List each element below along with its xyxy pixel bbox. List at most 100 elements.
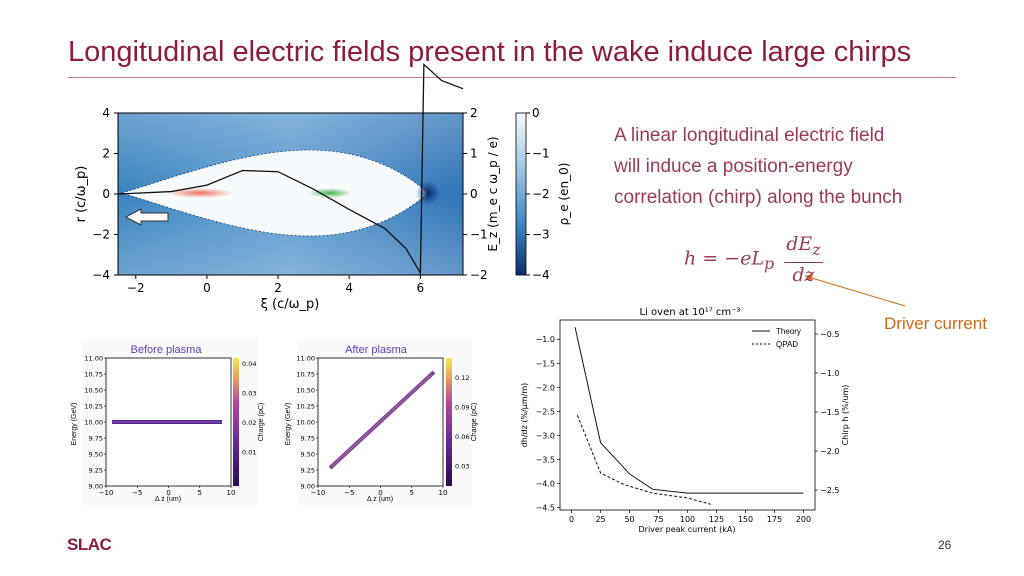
formula-lhs: h = −eL [684,247,765,270]
after-x-tick-label: 0 [378,489,382,497]
after-colorbar [446,358,452,486]
chirp-y-tick-label: −1.5 [536,359,555,368]
after-x-tick-label: −5 [344,489,354,497]
before-x-tick-label: 0 [166,489,170,497]
slide-title: Longitudinal electric fields present in … [68,36,912,68]
series-theory-line [574,327,804,494]
chirp-plot-area [559,319,816,511]
after-y-tick-label: 10.25 [296,403,315,411]
heatmap-right-tick-label: 1 [470,147,478,161]
before-x-tick-label: 5 [198,489,202,497]
heatmap-ylabel: r (c/ω_p) [74,166,89,223]
legend-theory-label: Theory [776,327,801,336]
after-bunch-core [331,373,433,467]
heatmap-y-tick-label: 0 [102,187,110,201]
chirp-y-tick-label: −2.5 [536,407,555,416]
after-plasma-figure: After plasma −10 −5 0 5 10 11.00 10.75 10.50 10.… [285,340,478,505]
annotation-arrowhead-icon [805,274,813,281]
formula-numerator: dEz [784,232,823,263]
before-x-tick-label: 10 [227,489,236,497]
after-xlabel: Δ z (um) [367,496,393,503]
chirp-right-label: Chirp h (%/um) [841,385,850,446]
chirp-x-tick-label: 100 [680,515,695,524]
after-y-tick-label: 10.00 [296,419,315,427]
heatmap-ticks: −2 0 2 4 6 4 2 0 2 1 −1 0 0 −2 −2 −1 −3 −4 −2 −4 [92,106,549,295]
chirp-y-tick-label: −3.0 [536,431,555,440]
heatmap-right-tick-label: 2 [470,106,478,120]
series-qpad-line [576,415,711,505]
formula-fraction: dEz dz [784,232,823,287]
before-plasma-title: Before plasma [131,344,203,356]
before-ylabel: Energy (GeV) [71,403,78,446]
chirp-right-tick-label: −2.0 [820,447,839,456]
chirp-y-tick-label: −1.0 [536,335,555,344]
before-y-tick-label: 10.75 [84,371,103,379]
chirp-x-tick-label: 175 [767,515,782,524]
colorbar-tick-label: −2 [532,187,550,201]
description-line: A linear longitudinal electric field [614,125,885,146]
description-text: A linear longitudinal electric field wil… [614,120,902,213]
after-y-tick-label: 9.00 [301,483,315,491]
plasma-bubble [120,149,429,237]
before-y-tick-label: 9.75 [89,435,103,443]
after-ticks: −10 −5 0 5 10 11.00 10.75 10.50 10.25 10.00 9.75 9.… [296,355,469,498]
chirp-x-tick-label: 0 [569,515,574,524]
chirp-formula: h = −eLp dEz dz [684,232,823,287]
formula-denominator: dz [792,263,815,286]
after-colorbar-tick-label: 0.06 [455,433,469,441]
slac-logo: SLAC [67,535,121,558]
chirp-y-tick-label: −3.5 [536,455,555,464]
density-colorbar [515,112,527,276]
heatmap-x-tick-label: 6 [416,281,424,295]
heatmap-x-tick-label: 2 [274,281,282,295]
heatmap-x-tick-label: 4 [345,281,353,295]
after-y-tick-label: 11.00 [296,355,315,363]
before-y-tick-label: 9.00 [89,483,103,491]
chirp-right-tick-label: −2.5 [820,486,839,495]
chirp-chart-title: Li oven at 10¹⁷ cm⁻³ [640,307,741,318]
before-plasma-figure: Before plasma −10 −5 0 5 10 11.00 10.75 10.50 10… [71,340,265,505]
before-y-tick-label: 10.25 [84,403,103,411]
after-x-tick-label: 5 [410,489,414,497]
chirp-legend: Theory QPAD [752,327,801,349]
chirp-right-tick-label: −0.5 [820,330,839,339]
heatmap-y-tick-label: −4 [92,268,110,282]
before-colorbar-tick-label: 0.03 [242,390,256,398]
colorbar-tick-label: 0 [532,106,540,120]
before-x-tick-label: −10 [99,489,114,497]
colorbar-label: ρ_e (en_0) [557,163,571,226]
after-colorbar-label: Charge (pC) [471,403,478,442]
heatmap-right-tick-label: 0 [470,187,478,201]
ez-field-curve [117,62,464,276]
before-xlabel: Δ z (um) [155,496,181,503]
chirp-right-tick-label: −1.5 [820,408,839,417]
after-colorbar-tick-label: 0.12 [455,374,469,382]
after-y-tick-label: 9.50 [301,451,315,459]
after-y-tick-label: 9.75 [301,435,315,443]
heatmap-right-tick-label: −2 [470,268,488,282]
colorbar-tick-label: −4 [532,268,550,282]
after-x-tick-label: −10 [311,489,326,497]
chirp-right-tick-label: −1.0 [820,369,839,378]
heatmap-y-tick-label: 2 [102,147,110,161]
chirp-x-tick-label: 50 [624,515,634,524]
after-ylabel: Energy (GeV) [285,403,292,446]
chirp-x-tick-label: 25 [595,515,605,524]
annotation-arrow-line [804,275,906,307]
chirp-x-tick-label: 125 [709,515,724,524]
chirp-ticks: 0 25 50 75 100 125 150 175 200 −1.0 −1.5 −2.0 −2.5 −3… [536,330,840,524]
chirp-y-tick-label: −2.0 [536,383,555,392]
chirp-line-figure: Li oven at 10¹⁷ cm⁻³ 0 25 50 75 100 125 150 175… [520,307,850,534]
chirp-x-tick-label: 200 [796,515,811,524]
colorbar-tick-label: −3 [532,228,550,242]
before-y-tick-label: 9.25 [89,467,103,475]
chirp-series [574,327,804,505]
chirp-y-tick-label: −4.5 [536,504,555,513]
after-y-tick-label: 10.50 [296,387,315,395]
before-x-tick-label: −5 [132,489,142,497]
chirp-x-tick-label: 75 [653,515,663,524]
after-x-tick-label: 10 [439,489,448,497]
density-spike [416,181,440,205]
witness-beam [308,188,352,198]
